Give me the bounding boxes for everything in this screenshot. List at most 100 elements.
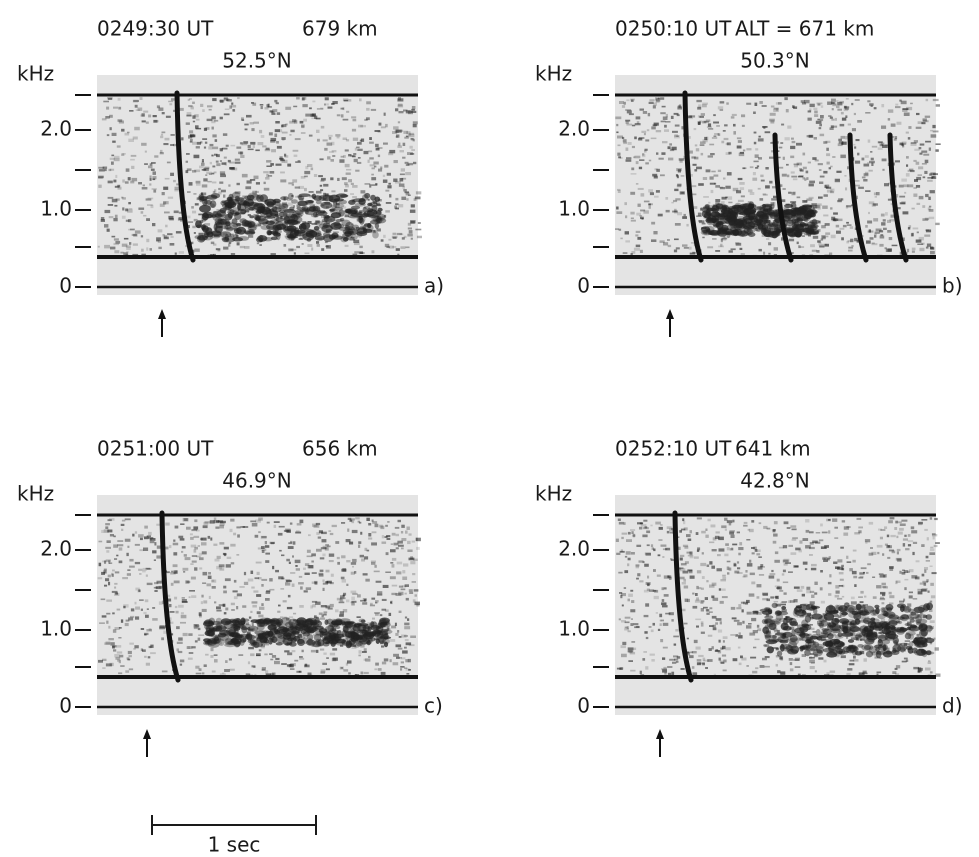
- speckle-dot: [122, 207, 124, 210]
- emission-dot: [372, 205, 378, 212]
- speckle-dot: [191, 577, 196, 580]
- speckle-dot: [910, 170, 914, 172]
- speckle-dot: [812, 157, 816, 160]
- speckle-dot: [628, 558, 631, 561]
- speckle-dot: [203, 178, 207, 181]
- speckle-dot: [267, 522, 270, 524]
- speckle-dot: [192, 226, 196, 229]
- speckle-dot: [841, 237, 844, 240]
- speckle-dot: [660, 620, 662, 622]
- speckle-dot: [674, 250, 677, 253]
- speckle-dot: [732, 520, 734, 523]
- speckle-dot: [154, 587, 158, 589]
- speckle-dot: [180, 664, 182, 666]
- speckle-dot: [212, 127, 214, 130]
- speckle-dot: [821, 601, 825, 604]
- speckle-dot: [911, 526, 915, 529]
- speckle-dot: [783, 570, 786, 573]
- panel: 0250:10 UTALT = 671 km50.3°NkHz2.01.00b): [535, 17, 963, 338]
- speckle-dot: [862, 158, 865, 161]
- speckle-dot: [809, 547, 815, 549]
- speckle-dot: [738, 178, 743, 180]
- emission-dot: [263, 620, 271, 625]
- speckle-dot: [919, 248, 924, 251]
- speckle-dot: [812, 250, 817, 252]
- speckle-dot: [119, 547, 123, 550]
- speckle-dot: [400, 666, 404, 668]
- speckle-dot: [320, 618, 325, 620]
- speckle-dot: [388, 152, 393, 155]
- speckle-dot: [835, 179, 840, 183]
- speckle-dot: [147, 608, 149, 610]
- speckle-dot: [800, 169, 804, 171]
- speckle-dot: [649, 589, 654, 592]
- speckle-dot: [202, 109, 205, 112]
- speckle-dot: [631, 220, 636, 222]
- speckle-dot: [716, 125, 720, 127]
- speckle-dot: [248, 149, 254, 151]
- speckle-dot: [723, 178, 726, 180]
- speckle-dot: [709, 542, 714, 544]
- speckle-dot: [131, 608, 134, 611]
- speckle-dot: [337, 178, 340, 181]
- speckle-dot: [818, 657, 823, 659]
- speckle-dot: [633, 623, 638, 625]
- speckle-dot: [739, 663, 742, 666]
- speckle-dot: [139, 573, 141, 575]
- speckle-dot: [934, 545, 938, 547]
- speckle-dot: [396, 130, 402, 133]
- speckle-dot: [814, 137, 817, 140]
- speckle-dot: [195, 203, 199, 205]
- speckle-dot: [706, 609, 708, 611]
- speckle-dot: [635, 234, 638, 236]
- speckle-dot: [840, 228, 845, 230]
- speckle-dot: [851, 103, 853, 105]
- speckle-dot: [132, 178, 138, 181]
- speckle-dot: [413, 124, 417, 127]
- speckle-dot: [714, 175, 719, 177]
- speckle-dot: [634, 156, 640, 159]
- speckle-dot: [802, 235, 805, 237]
- speckle-dot: [738, 635, 743, 638]
- panel-time: 0249:30 UT: [97, 17, 214, 41]
- speckle-dot: [910, 103, 913, 105]
- speckle-dot: [783, 582, 788, 584]
- speckle-dot: [208, 146, 212, 149]
- speckle-dot: [858, 527, 863, 529]
- speckle-dot: [114, 583, 117, 585]
- speckle-dot: [709, 561, 712, 564]
- speckle-dot: [660, 240, 665, 243]
- speckle-dot: [280, 588, 284, 590]
- speckle-dot: [771, 198, 777, 200]
- speckle-dot: [879, 230, 883, 232]
- speckle-dot: [701, 588, 704, 590]
- speckle-dot: [660, 174, 665, 176]
- speckle-dot: [621, 593, 626, 596]
- speckle-dot: [317, 108, 320, 110]
- speckle-dot: [332, 150, 337, 152]
- speckle-dot: [290, 130, 294, 133]
- speckle-dot: [401, 197, 406, 200]
- speckle-dot: [869, 522, 873, 525]
- speckle-dot: [202, 159, 204, 162]
- speckle-dot: [146, 218, 150, 221]
- speckle-dot: [186, 122, 190, 125]
- speckle-dot: [832, 156, 835, 158]
- speckle-dot: [393, 233, 397, 235]
- emission-dot: [765, 634, 771, 640]
- speckle-dot: [193, 121, 195, 123]
- speckle-dot: [790, 668, 794, 671]
- speckle-dot: [115, 175, 117, 178]
- speckle-dot: [135, 607, 140, 610]
- speckle-dot: [638, 204, 641, 207]
- speckle-dot: [237, 183, 240, 185]
- speckle-dot: [899, 601, 904, 603]
- speckle-dot: [928, 591, 930, 593]
- speckle-dot: [936, 104, 940, 107]
- speckle-dot: [257, 572, 260, 575]
- speckle-dot: [925, 116, 930, 118]
- speckle-dot: [337, 562, 340, 565]
- speckle-dot: [837, 598, 842, 600]
- speckle-dot: [418, 222, 421, 224]
- speckle-dot: [857, 120, 862, 123]
